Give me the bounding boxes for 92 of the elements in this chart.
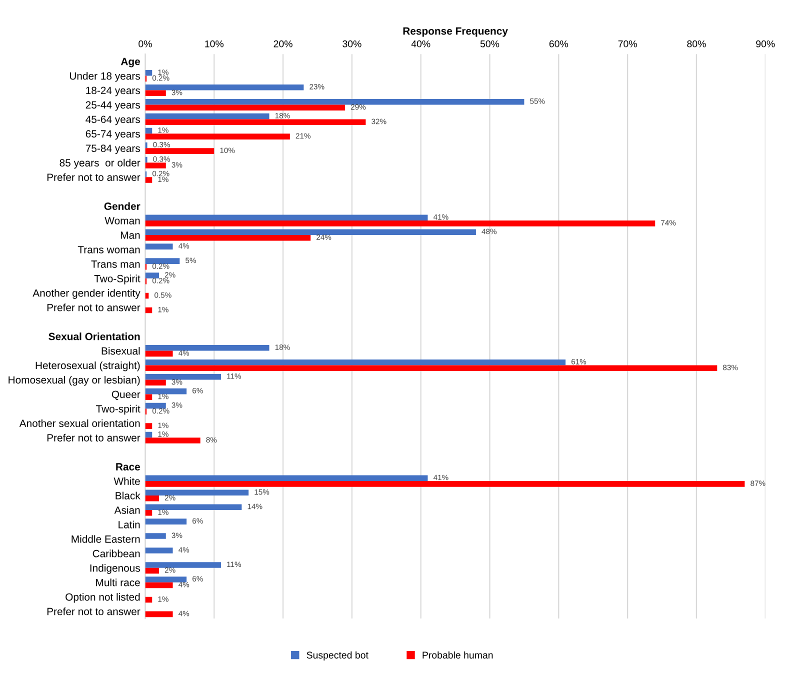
bar [145, 496, 160, 502]
bar [145, 214, 428, 221]
y-tick-label: Option not listed [66, 593, 140, 603]
y-tick-label: Prefer not to answer [47, 608, 140, 616]
legend-label: Suspected bot [306, 651, 368, 660]
bar [145, 272, 160, 278]
bar [145, 490, 249, 496]
y-tick-label: Under 18 years [70, 72, 140, 82]
y-tick-label: Caribbean [92, 550, 140, 558]
x-tick-label: 0% [138, 40, 152, 48]
y-tick-label: Another sexual orientation [19, 419, 140, 428]
y-tick-label: Asian [114, 506, 140, 514]
bar [145, 148, 214, 154]
bar [145, 510, 152, 516]
bar [145, 504, 242, 510]
y-tick-label: Age [120, 58, 140, 68]
y-tick-label: Queer [112, 390, 140, 400]
bar [145, 365, 718, 372]
bar [145, 548, 173, 554]
bar [145, 576, 187, 582]
bar [145, 244, 173, 250]
x-tick-label: 80% [687, 40, 706, 48]
x-axis-title: Response Frequency [403, 27, 508, 37]
y-tick-label: White [114, 477, 140, 485]
bar [145, 220, 656, 226]
y-tick-label: 45-64 years [86, 116, 140, 126]
bar [145, 104, 346, 111]
y-tick-label: 65-74 years [86, 130, 140, 140]
y-tick-label: 18-24 years [86, 86, 140, 96]
bar [145, 388, 187, 394]
x-tick-label: 60% [549, 40, 568, 48]
bar [145, 562, 222, 568]
x-tick-label: 50% [480, 40, 500, 48]
bar [145, 234, 311, 241]
bar [145, 438, 200, 444]
bar [145, 611, 173, 618]
y-tick-label: Bisexual [102, 347, 140, 355]
y-tick-label: Woman [104, 217, 140, 224]
y-tick-label: Gender [104, 202, 140, 210]
bar [145, 374, 222, 380]
bar [145, 84, 304, 90]
bar [145, 119, 366, 125]
bar [145, 98, 524, 105]
bar [145, 70, 152, 76]
y-tick-label: Prefer not to answer [47, 173, 140, 181]
bar [145, 518, 187, 524]
bar [145, 475, 428, 482]
y-tick-label: Man [120, 232, 140, 239]
y-tick-label: Another gender identity [32, 289, 140, 299]
bar [145, 134, 290, 140]
x-tick-label: 40% [411, 40, 430, 48]
y-tick-label: Multi race [96, 578, 140, 586]
bar [145, 481, 745, 487]
bar [145, 113, 270, 120]
y-tick-label: Two-spirit [96, 404, 140, 415]
bar [145, 177, 152, 183]
bar [145, 344, 270, 351]
y-tick-label: Homosexual (gay or lesbian) [8, 376, 140, 386]
x-tick-label: 30% [342, 40, 362, 48]
y-tick-label: Black [116, 492, 140, 500]
bar [145, 90, 166, 96]
legend-label: Probable human [422, 651, 493, 659]
x-tick-label: 20% [274, 40, 292, 48]
bar [145, 533, 166, 539]
bar [145, 258, 180, 264]
bar [145, 229, 476, 235]
bar [145, 162, 166, 168]
bar [145, 582, 173, 588]
bar [145, 359, 566, 366]
x-tick-label: 10% [205, 40, 224, 48]
bar [145, 380, 166, 386]
y-tick-label: Race [116, 463, 140, 470]
y-tick-label: Trans man [91, 260, 140, 268]
y-tick-label: Trans woman [78, 246, 140, 254]
bar [145, 402, 166, 409]
y-tick-label: Latin [118, 520, 140, 528]
y-tick-label: Prefer not to answer [47, 434, 140, 442]
bar [145, 568, 160, 574]
y-tick-label: Two-Spirit [94, 274, 140, 284]
y-tick-label: Prefer not to answer [47, 304, 140, 312]
bar [145, 350, 173, 357]
y-tick-label: Middle Eastern [72, 535, 140, 543]
y-tick-label: Indigenous [90, 564, 140, 574]
x-tick-label: 90% [756, 40, 775, 48]
bar [145, 394, 152, 400]
y-tick-label: Heterosexual (straight) [36, 361, 140, 372]
x-tick-label: 70% [618, 40, 637, 48]
y-tick-label: Sexual Orientation [48, 332, 140, 340]
y-tick-label: 25-44 years [86, 101, 140, 111]
y-tick-label: 85 years or older [60, 158, 140, 169]
bar [145, 423, 152, 429]
y-tick-label: 75-84 years [86, 144, 140, 154]
